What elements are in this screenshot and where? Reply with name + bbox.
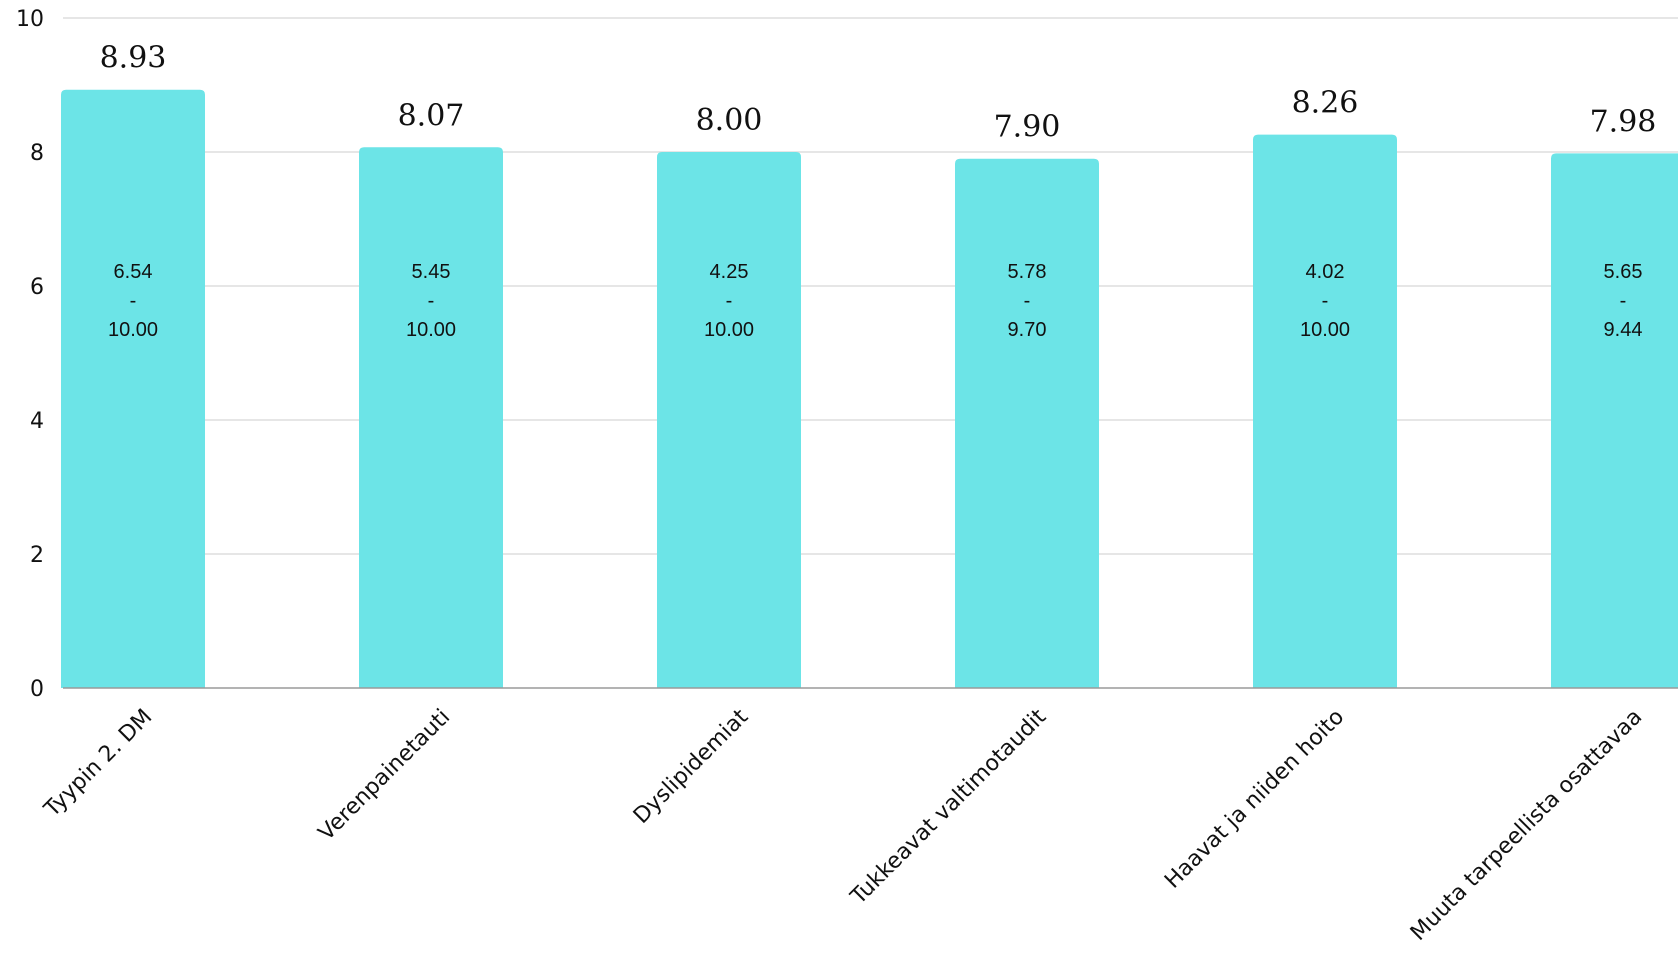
bar-group: 8.00 4.25 - 10.00 bbox=[657, 103, 801, 688]
range-max-label: 9.70 bbox=[1008, 319, 1047, 341]
bar bbox=[1253, 134, 1397, 688]
range-min-label: 5.45 bbox=[412, 261, 451, 283]
category-label: Dyslipidemiat bbox=[629, 704, 754, 829]
category-label: Verenpainetauti bbox=[314, 705, 455, 846]
bar-value-label: 8.00 bbox=[696, 103, 763, 138]
bar-group: 7.90 5.78 - 9.70 bbox=[955, 110, 1099, 688]
range-separator: - bbox=[428, 290, 435, 312]
range-min-label: 4.25 bbox=[710, 261, 749, 283]
range-min-label: 4.02 bbox=[1306, 261, 1345, 283]
bar-value-label: 8.93 bbox=[100, 41, 167, 76]
y-axis: 0 2 4 6 8 10 bbox=[16, 7, 44, 702]
gridlines bbox=[63, 17, 1678, 555]
x-axis: Tyypin 2. DM Verenpainetauti Dyslipidemiat… bbox=[39, 687, 1678, 946]
range-min-label: 5.65 bbox=[1604, 261, 1643, 283]
bar bbox=[61, 89, 205, 688]
range-min-label: 5.78 bbox=[1008, 261, 1047, 283]
bar bbox=[359, 147, 503, 688]
bars: 8.93 6.54 - 10.00 8.07 5.45 - 10.00 8.00 4.25 - 10.… bbox=[61, 41, 1678, 688]
bar-group: 8.93 6.54 - 10.00 bbox=[61, 41, 205, 688]
bar bbox=[657, 152, 801, 688]
category-label: Tukkeavat valtimotaudit bbox=[846, 704, 1052, 910]
range-max-label: 10.00 bbox=[1300, 319, 1350, 341]
range-separator: - bbox=[1322, 290, 1329, 312]
range-separator: - bbox=[726, 290, 733, 312]
range-separator: - bbox=[1620, 290, 1627, 312]
range-max-label: 9.44 bbox=[1604, 319, 1643, 341]
range-max-label: 10.00 bbox=[406, 319, 456, 341]
bar bbox=[1551, 153, 1678, 688]
category-label: Muuta tarpeellista osattavaa bbox=[1406, 705, 1647, 946]
bar-group: 7.98 5.65 - 9.44 bbox=[1551, 104, 1678, 688]
y-tick-label: 6 bbox=[30, 275, 44, 300]
range-separator: - bbox=[130, 290, 137, 312]
y-tick-label: 4 bbox=[30, 409, 44, 434]
range-separator: - bbox=[1024, 290, 1031, 312]
category-label: Haavat ja niiden hoito bbox=[1160, 705, 1349, 894]
y-tick-label: 2 bbox=[30, 543, 44, 568]
y-tick-label: 0 bbox=[30, 677, 44, 702]
bar-value-label: 8.26 bbox=[1292, 86, 1359, 121]
range-max-label: 10.00 bbox=[108, 319, 158, 341]
bar-value-label: 7.90 bbox=[994, 110, 1061, 145]
range-min-label: 6.54 bbox=[114, 261, 153, 283]
bar-value-label: 8.07 bbox=[398, 98, 465, 133]
bar bbox=[955, 158, 1099, 688]
y-tick-label: 10 bbox=[16, 7, 44, 32]
bar-group: 8.26 4.02 - 10.00 bbox=[1253, 86, 1397, 688]
bar-group: 8.07 5.45 - 10.00 bbox=[359, 98, 503, 688]
y-tick-label: 8 bbox=[30, 141, 44, 166]
range-max-label: 10.00 bbox=[704, 319, 754, 341]
bar-value-label: 7.98 bbox=[1590, 104, 1657, 139]
category-label: Tyypin 2. DM bbox=[39, 705, 157, 823]
